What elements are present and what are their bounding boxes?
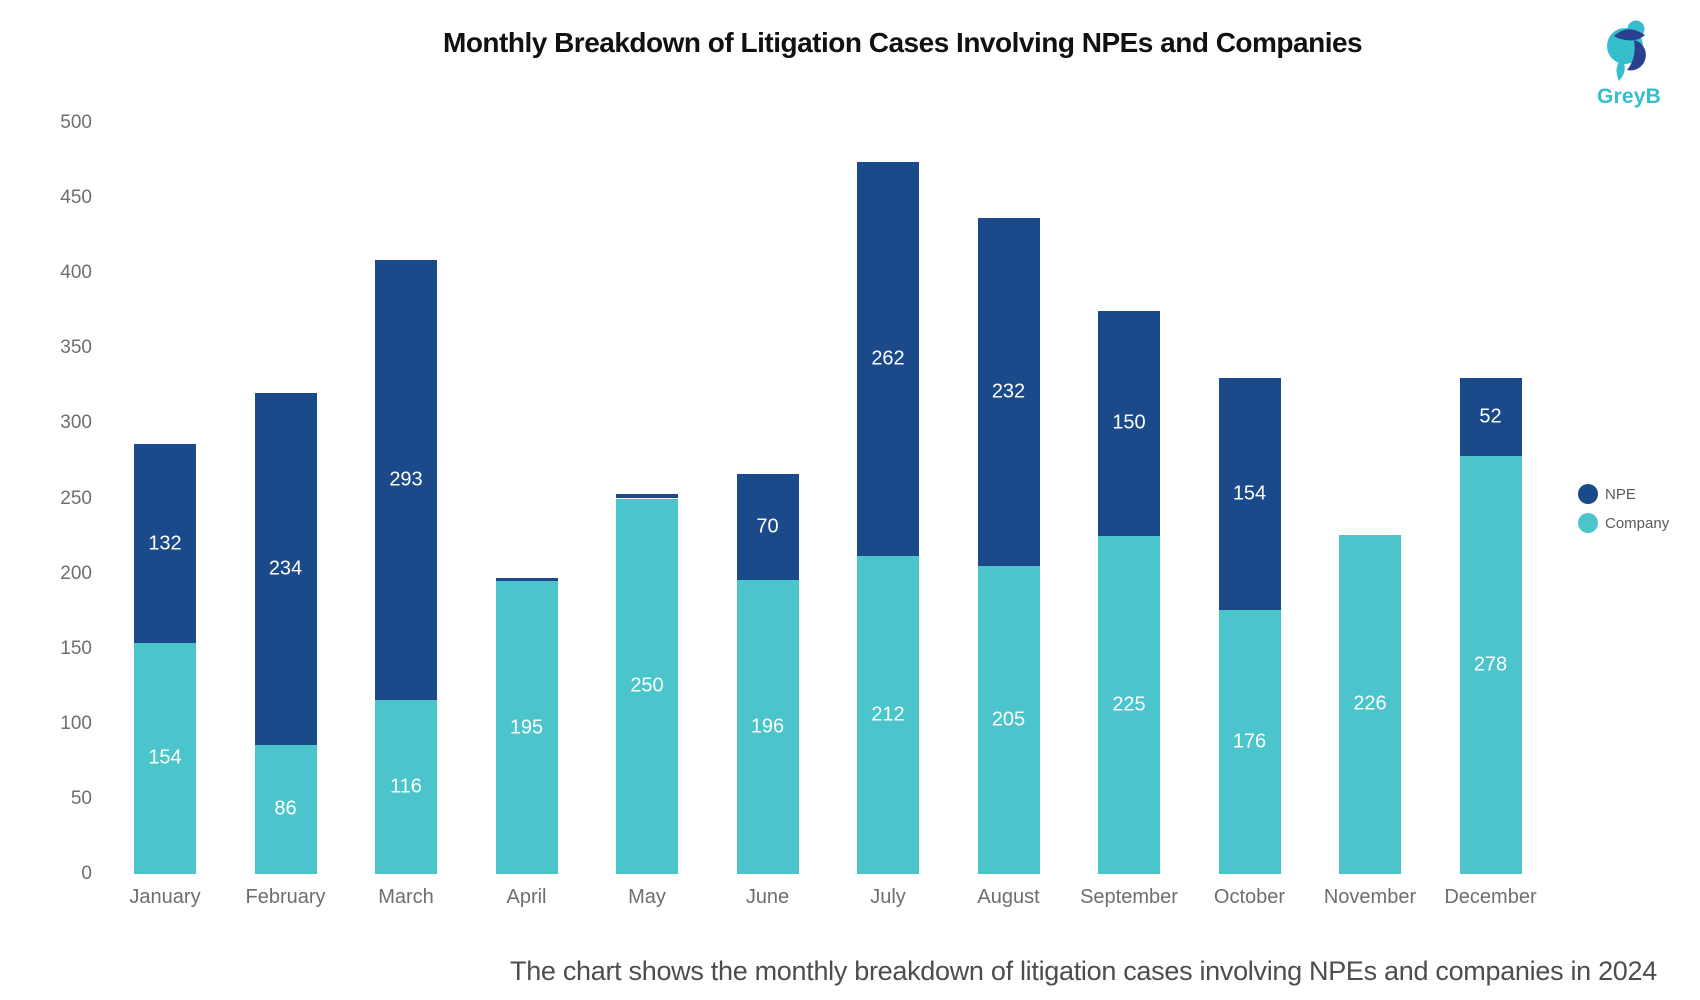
x-axis-label-december: December (1444, 886, 1537, 908)
bar-segment-company-january[interactable]: 154 (134, 642, 196, 874)
y-axis-tick-label: 200 (60, 562, 92, 584)
y-axis-tick-label: 400 (60, 262, 92, 284)
y-axis-tick-label: 300 (60, 412, 92, 434)
bar-value-label: 226 (1353, 692, 1387, 715)
x-axis-label-april: April (506, 886, 547, 908)
bar-value-label: 278 (1473, 653, 1508, 676)
y-axis-tick-label: 150 (60, 637, 92, 659)
bar-value-label: 250 (630, 674, 664, 697)
bar-value-label: 262 (871, 347, 905, 370)
y-axis-tick-label: 0 (81, 863, 92, 884)
x-axis-label-august: August (977, 886, 1040, 908)
x-axis-label-january: January (129, 886, 201, 908)
bar-value-label: 293 (389, 468, 423, 491)
bar-segment-company-june[interactable]: 196 (736, 579, 799, 874)
bar-segment-company-october[interactable]: 176 (1218, 609, 1281, 874)
bar-segment-company-march[interactable]: 116 (375, 699, 437, 874)
legend-dot-company (1578, 513, 1598, 533)
y-axis-tick-label: 350 (60, 337, 92, 359)
x-axis-label-september: September (1080, 886, 1178, 908)
legend-item-company[interactable]: Company (1578, 512, 1669, 534)
x-axis-label-november: November (1323, 886, 1417, 908)
x-axis-label-may: May (628, 886, 666, 908)
legend-label: Company (1605, 514, 1670, 532)
bar-value-label: 154 (148, 746, 182, 769)
bar-value-label: 196 (750, 715, 785, 738)
bar-segment-npe-july[interactable]: 262 (857, 162, 919, 556)
bar-value-label: 52 (1479, 405, 1502, 428)
bar-segment-npe-october[interactable]: 154 (1218, 378, 1281, 610)
y-axis-tick-label: 450 (60, 187, 92, 209)
bar-segment-company-may[interactable]: 250 (616, 498, 678, 874)
bar-segment-company-july[interactable]: 212 (857, 555, 919, 874)
y-axis-tick-label: 50 (70, 787, 92, 809)
bar-value-label: 232 (991, 380, 1026, 403)
bar-segment-npe-august[interactable]: 232 (977, 217, 1040, 567)
x-axis-label-october: October (1213, 886, 1286, 908)
x-axis-label-july: July (870, 886, 906, 908)
bar-segment-npe-march[interactable]: 293 (375, 259, 437, 700)
legend-item-npe[interactable]: NPE (1578, 483, 1669, 505)
bar-value-label: 154 (1232, 482, 1267, 505)
bar-segment-company-february[interactable]: 86 (254, 744, 317, 874)
greyb-logo: GreyB (1588, 10, 1670, 109)
bar-segment-company-april[interactable]: 195 (495, 581, 558, 874)
bar-segment-npe-april[interactable] (495, 578, 558, 582)
bar-segment-company-december[interactable]: 278 (1459, 456, 1522, 874)
bar-value-label: 205 (991, 708, 1026, 731)
x-axis-label-march: March (378, 886, 434, 908)
bar-value-label: 225 (1112, 693, 1146, 716)
bar-segment-company-august[interactable]: 205 (977, 566, 1040, 874)
bar-value-label: 132 (148, 532, 182, 555)
y-axis-tick-label: 250 (60, 487, 92, 509)
bar-value-label: 70 (756, 515, 779, 538)
bar-segment-company-september[interactable]: 225 (1098, 536, 1160, 874)
bar-segment-npe-january[interactable]: 132 (134, 444, 196, 643)
bar-value-label: 150 (1112, 411, 1146, 434)
bar-segment-npe-december[interactable]: 52 (1459, 378, 1522, 457)
y-axis-tick-label: 100 (60, 712, 92, 734)
greyb-logo-mark (1607, 20, 1646, 81)
y-axis-tick-label: 500 (60, 112, 92, 133)
bar-value-label: 234 (268, 557, 303, 580)
legend-label: NPE (1605, 485, 1636, 503)
bar-segment-npe-september[interactable]: 150 (1098, 310, 1160, 537)
bar-value-label: 212 (871, 703, 905, 726)
bar-segment-company-november[interactable]: 226 (1339, 534, 1401, 874)
bar-value-label: 116 (390, 775, 422, 798)
bar-segment-npe-may[interactable] (616, 493, 678, 499)
bar-segment-npe-february[interactable]: 234 (254, 393, 317, 745)
bar-value-label: 86 (274, 797, 297, 820)
bar-value-label: 195 (509, 716, 544, 739)
chart-title: Monthly Breakdown of Litigation Cases In… (443, 27, 1363, 58)
bar-segment-npe-june[interactable]: 70 (736, 474, 799, 580)
chart-legend: NPE Company (1578, 483, 1669, 541)
greyb-logo-text: GreyB (1596, 85, 1662, 108)
bar-value-label: 176 (1232, 730, 1267, 753)
x-axis-label-february: February (245, 886, 326, 908)
x-axis-label-june: June (745, 886, 790, 908)
legend-dot-npe (1578, 484, 1598, 504)
chart-caption: The chart shows the monthly breakdown of… (510, 956, 1657, 986)
